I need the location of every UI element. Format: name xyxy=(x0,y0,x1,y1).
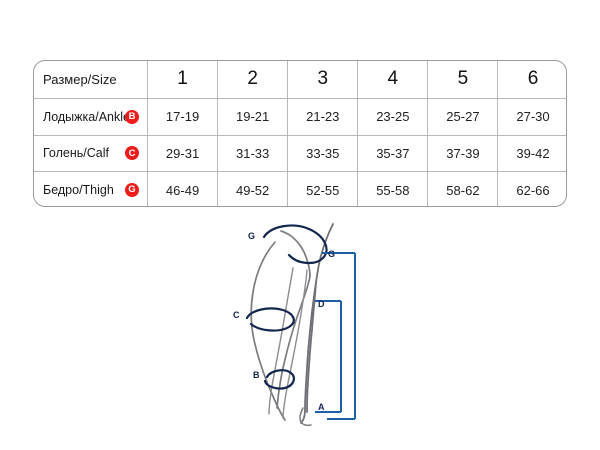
cell-value: 55-58 xyxy=(376,182,410,198)
header-size-value: 6 xyxy=(527,68,539,90)
cell-value: 27-30 xyxy=(516,109,550,125)
header-cell-size-3: 3 xyxy=(287,61,357,98)
data-cell: 19-21 xyxy=(217,98,287,135)
data-cell: 23-25 xyxy=(357,98,427,135)
data-cell: 46-49 xyxy=(147,172,217,206)
data-cell: 52-55 xyxy=(287,172,357,206)
header-size-value: 1 xyxy=(177,68,188,90)
measure-ellipse-calf xyxy=(245,307,295,332)
length-bracket-label-a: A xyxy=(318,402,325,412)
table-header-row: Размер/Size 1 2 3 4 5 6 xyxy=(34,61,566,98)
data-cell: 55-58 xyxy=(357,172,427,206)
leg-measurement-diagram: G C B G D A xyxy=(215,222,385,437)
row-label: Лодыжка/Ankle xyxy=(43,109,130,124)
row-label: Голень/Calf xyxy=(43,146,109,161)
data-cell: 49-52 xyxy=(217,172,287,206)
table-row: Лодыжка/Ankle B 17-19 19-21 21-23 23-25 … xyxy=(34,97,566,135)
cell-value: 62-66 xyxy=(516,182,550,198)
data-cell: 37-39 xyxy=(427,135,497,172)
header-cell-size-4: 4 xyxy=(357,61,427,98)
cell-value: 21-23 xyxy=(306,109,340,125)
row-label-cell-ankle: Лодыжка/Ankle B xyxy=(34,99,147,135)
row-label: Бедро/Thigh xyxy=(43,183,114,198)
data-cell: 29-31 xyxy=(147,135,217,172)
ellipse-label-ankle: B xyxy=(253,370,260,380)
header-size-value: 2 xyxy=(247,68,258,90)
cell-value: 25-27 xyxy=(446,109,480,125)
data-cell: 58-62 xyxy=(427,172,497,206)
data-cell: 21-23 xyxy=(287,98,357,135)
header-size-value: 4 xyxy=(387,68,399,90)
cell-value: 58-62 xyxy=(446,182,480,198)
row-label-cell-thigh: Бедро/Thigh G xyxy=(34,172,147,206)
measure-ellipse-ankle xyxy=(263,369,295,390)
cell-value: 52-55 xyxy=(306,182,340,198)
cell-value: 35-37 xyxy=(376,145,410,161)
data-cell: 62-66 xyxy=(497,172,566,206)
badge-icon-ankle: B xyxy=(125,109,139,124)
ellipse-label-thigh: G xyxy=(248,231,255,241)
header-cell-size-5: 5 xyxy=(427,61,497,98)
header-size-label: Размер/Size xyxy=(43,71,117,87)
header-cell-size-2: 2 xyxy=(217,61,287,98)
length-bracket-outer xyxy=(322,252,356,420)
length-bracket-inner xyxy=(315,300,342,413)
cell-value: 23-25 xyxy=(376,109,410,125)
cell-value: 17-19 xyxy=(165,109,200,125)
cell-value: 19-21 xyxy=(236,109,270,125)
cell-value: 46-49 xyxy=(165,182,200,198)
header-size-value: 3 xyxy=(317,68,329,90)
cell-value: 49-52 xyxy=(236,182,270,198)
row-label-cell-calf: Голень/Calf C xyxy=(34,136,147,172)
data-cell: 31-33 xyxy=(217,135,287,172)
size-chart-table: Размер/Size 1 2 3 4 5 6 Лодыжка/Ankle B … xyxy=(33,60,567,207)
cell-value: 33-35 xyxy=(306,145,340,161)
data-cell: 33-35 xyxy=(287,135,357,172)
measure-ellipse-thigh xyxy=(262,224,328,265)
table-row: Бедро/Thigh G 46-49 49-52 52-55 55-58 58… xyxy=(34,171,566,206)
data-cell: 17-19 xyxy=(147,98,217,135)
header-cell-size-1: 1 xyxy=(147,61,217,98)
ellipse-label-calf: C xyxy=(233,310,240,320)
data-cell: 35-37 xyxy=(357,135,427,172)
cell-value: 37-39 xyxy=(446,145,480,161)
badge-icon-thigh: G xyxy=(125,183,139,198)
length-bracket-label-g: G xyxy=(328,249,335,259)
cell-value: 31-33 xyxy=(236,145,270,161)
header-cell-size-label: Размер/Size xyxy=(34,61,147,98)
cell-value: 39-42 xyxy=(516,145,550,161)
table-row: Голень/Calf C 29-31 31-33 33-35 35-37 37… xyxy=(34,134,566,172)
data-cell: 25-27 xyxy=(427,98,497,135)
badge-icon-calf: C xyxy=(125,146,139,161)
data-cell: 27-30 xyxy=(497,98,566,135)
header-size-value: 5 xyxy=(457,68,469,90)
length-bracket-label-d: D xyxy=(318,299,325,309)
header-cell-size-6: 6 xyxy=(497,61,566,98)
cell-value: 29-31 xyxy=(165,145,200,161)
data-cell: 39-42 xyxy=(497,135,566,172)
